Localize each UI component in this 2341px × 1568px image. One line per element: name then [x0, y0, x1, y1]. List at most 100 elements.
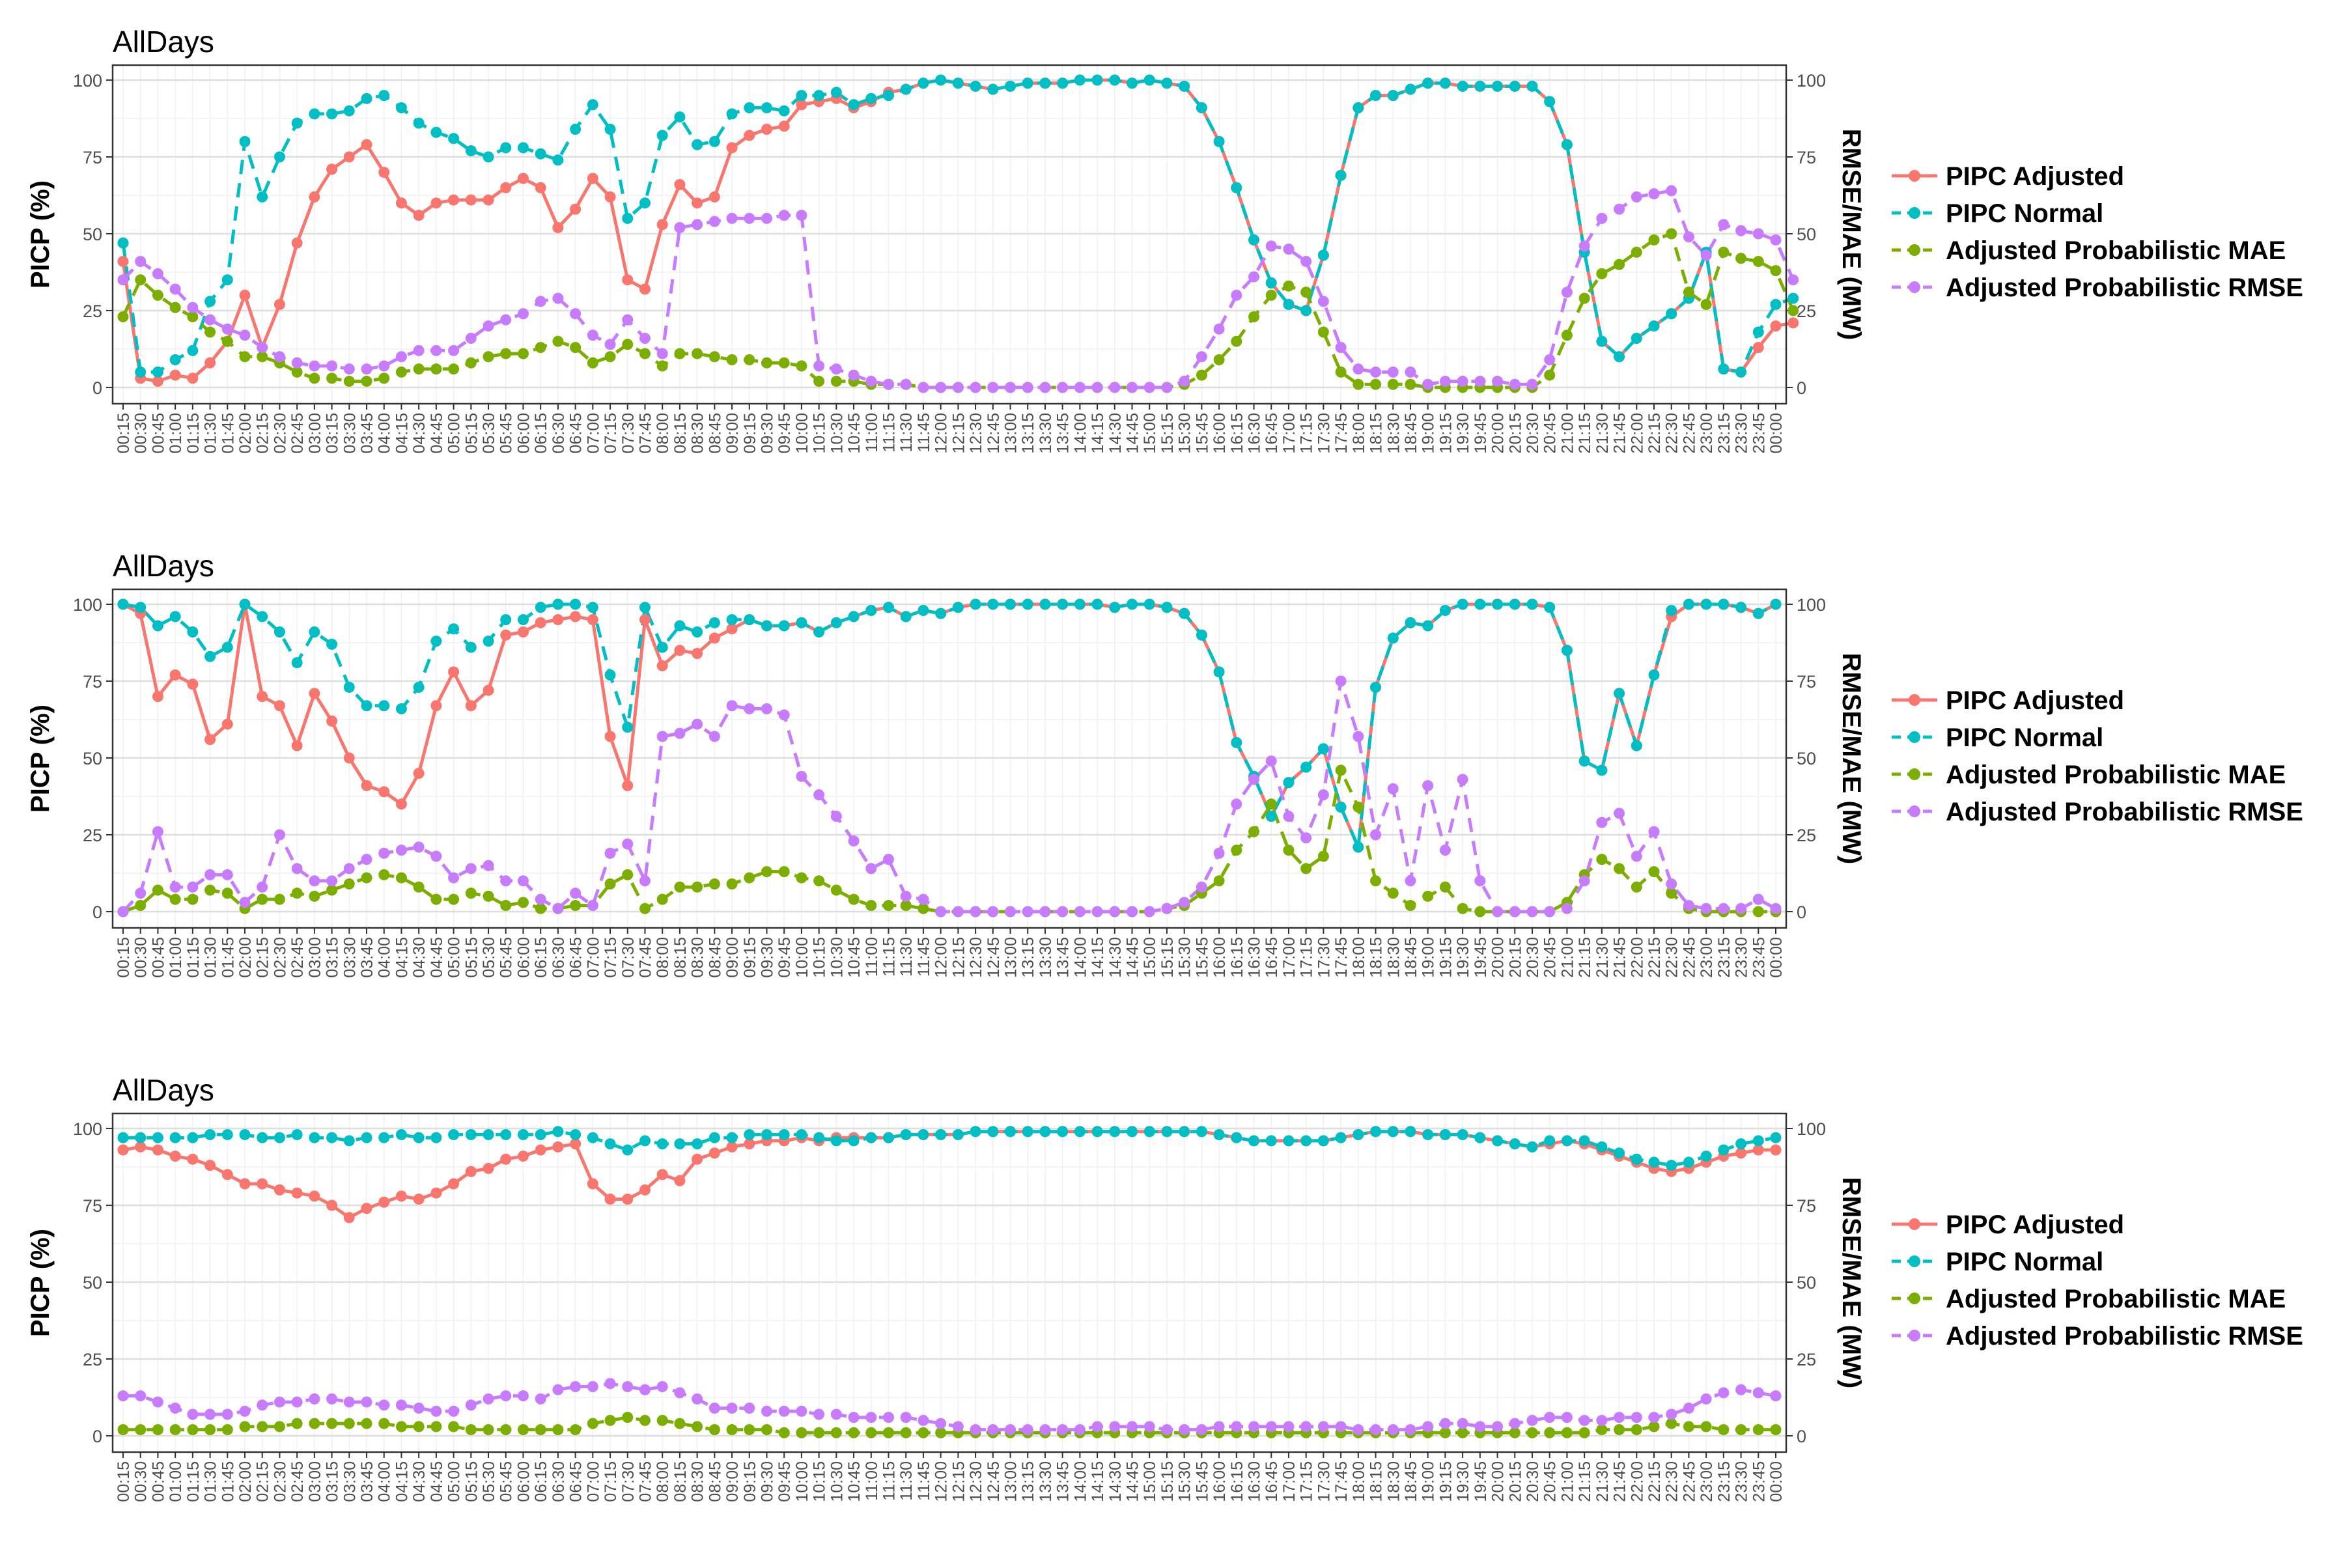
- data-point-adjusted-probabilistic-rmse: [952, 382, 964, 393]
- data-point-adjusted-probabilistic-rmse: [1022, 382, 1033, 393]
- x-tick-label: 10:15: [811, 1461, 829, 1502]
- data-point-adjusted-probabilistic-mae: [1231, 845, 1242, 856]
- x-tick-label: 22:00: [1628, 1461, 1646, 1502]
- data-point-adjusted-probabilistic-rmse: [1179, 1424, 1190, 1436]
- data-point-adjusted-probabilistic-mae: [1283, 845, 1295, 856]
- data-point-adjusted-probabilistic-mae: [726, 354, 738, 366]
- x-tick-label: 12:15: [949, 937, 968, 978]
- data-point-pipc-normal: [395, 102, 407, 113]
- data-point-pipc-normal: [1074, 1126, 1086, 1138]
- data-point-pipc-adjusted: [117, 255, 129, 267]
- data-point-pipc-normal: [813, 90, 825, 102]
- legend-item[interactable]: PIPC Adjusted: [1946, 686, 2124, 715]
- data-point-adjusted-probabilistic-rmse: [1683, 231, 1694, 243]
- legend-item[interactable]: PIPC Normal: [1946, 199, 2103, 228]
- data-point-adjusted-probabilistic-rmse: [257, 1399, 268, 1411]
- x-tick-label: 04:30: [410, 937, 428, 978]
- legend-item[interactable]: PIPC Adjusted: [1946, 1211, 2124, 1239]
- data-point-adjusted-probabilistic-rmse: [1578, 240, 1590, 252]
- legend-item[interactable]: Adjusted Probabilistic MAE: [1946, 761, 2286, 789]
- legend-key-point: [1909, 1330, 1920, 1341]
- x-tick-label: 08:45: [706, 1461, 724, 1502]
- legend-key-point: [1909, 1255, 1920, 1267]
- data-point-adjusted-probabilistic-rmse: [1179, 897, 1190, 908]
- data-point-adjusted-probabilistic-mae: [796, 1427, 807, 1438]
- data-point-pipc-normal: [639, 1135, 651, 1147]
- data-point-adjusted-probabilistic-rmse: [1387, 1424, 1399, 1436]
- data-point-pipc-adjusted: [326, 163, 338, 175]
- data-point-adjusted-probabilistic-mae: [1370, 378, 1382, 390]
- y-tick-label: 50: [83, 225, 102, 244]
- data-point-pipc-normal: [1091, 598, 1103, 610]
- data-point-adjusted-probabilistic-rmse: [465, 1399, 477, 1411]
- data-point-adjusted-probabilistic-mae: [1614, 1424, 1625, 1436]
- series-line-pipc-normal: [122, 602, 1777, 849]
- legend-item[interactable]: Adjusted Probabilistic RMSE: [1946, 798, 2303, 826]
- data-point-pipc-adjusted: [778, 120, 790, 132]
- data-point-adjusted-probabilistic-rmse: [1735, 225, 1747, 236]
- data-point-adjusted-probabilistic-mae: [152, 289, 163, 301]
- data-point-pipc-adjusted: [413, 768, 425, 779]
- legend-item[interactable]: Adjusted Probabilistic MAE: [1946, 236, 2286, 265]
- data-point-pipc-adjusted: [483, 684, 494, 696]
- x-tick-label: 13:30: [1037, 1461, 1055, 1502]
- data-point-pipc-normal: [952, 1128, 964, 1140]
- data-point-adjusted-probabilistic-rmse: [1143, 1421, 1155, 1433]
- data-point-adjusted-probabilistic-mae: [361, 872, 372, 884]
- x-tick-label: 18:00: [1350, 1461, 1368, 1502]
- x-tick-label: 09:30: [758, 413, 776, 454]
- legend-item[interactable]: Adjusted Probabilistic RMSE: [1946, 1322, 2303, 1351]
- data-point-adjusted-probabilistic-mae: [656, 1414, 668, 1426]
- x-tick-label: 05:30: [480, 937, 498, 978]
- data-point-pipc-normal: [187, 344, 199, 356]
- data-point-adjusted-probabilistic-rmse: [570, 308, 582, 320]
- data-point-adjusted-probabilistic-mae: [674, 881, 686, 893]
- x-tick-label: 23:15: [1715, 413, 1733, 454]
- data-point-adjusted-probabilistic-mae: [796, 872, 807, 884]
- data-point-adjusted-probabilistic-rmse: [1457, 376, 1468, 387]
- data-point-pipc-normal: [848, 611, 860, 623]
- data-point-adjusted-probabilistic-rmse: [865, 376, 877, 387]
- data-point-pipc-normal: [1109, 74, 1121, 86]
- data-point-pipc-normal: [117, 598, 129, 610]
- x-tick-label: 00:30: [132, 1461, 150, 1502]
- data-point-adjusted-probabilistic-mae: [535, 1424, 546, 1436]
- x-tick-label: 04:30: [410, 413, 428, 454]
- legend-item[interactable]: PIPC Adjusted: [1946, 162, 2124, 191]
- data-point-pipc-normal: [865, 604, 877, 616]
- data-point-pipc-adjusted: [692, 1153, 703, 1165]
- data-point-adjusted-probabilistic-rmse: [395, 845, 407, 856]
- data-point-pipc-adjusted: [413, 1194, 425, 1205]
- data-point-pipc-normal: [1544, 602, 1556, 613]
- y2-tick-label: 0: [1797, 378, 1806, 398]
- data-point-pipc-normal: [1561, 1135, 1573, 1147]
- legend-item[interactable]: Adjusted Probabilistic MAE: [1946, 1285, 2286, 1313]
- data-point-adjusted-probabilistic-mae: [483, 890, 494, 902]
- data-point-adjusted-probabilistic-rmse: [500, 875, 512, 887]
- data-point-adjusted-probabilistic-mae: [622, 869, 634, 880]
- data-point-adjusted-probabilistic-rmse: [135, 1390, 147, 1402]
- data-point-pipc-normal: [796, 90, 807, 102]
- data-point-pipc-normal: [1179, 1126, 1190, 1138]
- x-tick-label: 14:30: [1106, 413, 1125, 454]
- x-tick-label: 15:45: [1193, 413, 1211, 454]
- x-tick-label: 01:30: [202, 413, 220, 454]
- data-point-pipc-adjusted: [483, 1162, 494, 1174]
- legend-item[interactable]: Adjusted Probabilistic RMSE: [1946, 273, 2303, 302]
- data-point-pipc-normal: [257, 1132, 268, 1143]
- legend-item[interactable]: PIPC Normal: [1946, 723, 2103, 752]
- x-tick-label: 19:15: [1437, 413, 1455, 454]
- data-point-pipc-adjusted: [309, 1190, 320, 1202]
- data-point-adjusted-probabilistic-rmse: [239, 329, 251, 341]
- data-point-pipc-normal: [778, 105, 790, 117]
- legend-item[interactable]: PIPC Normal: [1946, 1248, 2103, 1276]
- x-tick-label: 00:00: [1767, 413, 1786, 454]
- data-point-pipc-adjusted: [1735, 1147, 1747, 1159]
- data-point-pipc-normal: [1213, 135, 1225, 147]
- data-point-adjusted-probabilistic-rmse: [1561, 903, 1573, 914]
- data-point-pipc-normal: [1405, 617, 1416, 628]
- data-point-adjusted-probabilistic-rmse: [1526, 378, 1538, 390]
- data-point-adjusted-probabilistic-rmse: [1074, 1424, 1086, 1436]
- x-tick-label: 15:45: [1193, 937, 1211, 978]
- data-point-adjusted-probabilistic-rmse: [587, 1380, 598, 1392]
